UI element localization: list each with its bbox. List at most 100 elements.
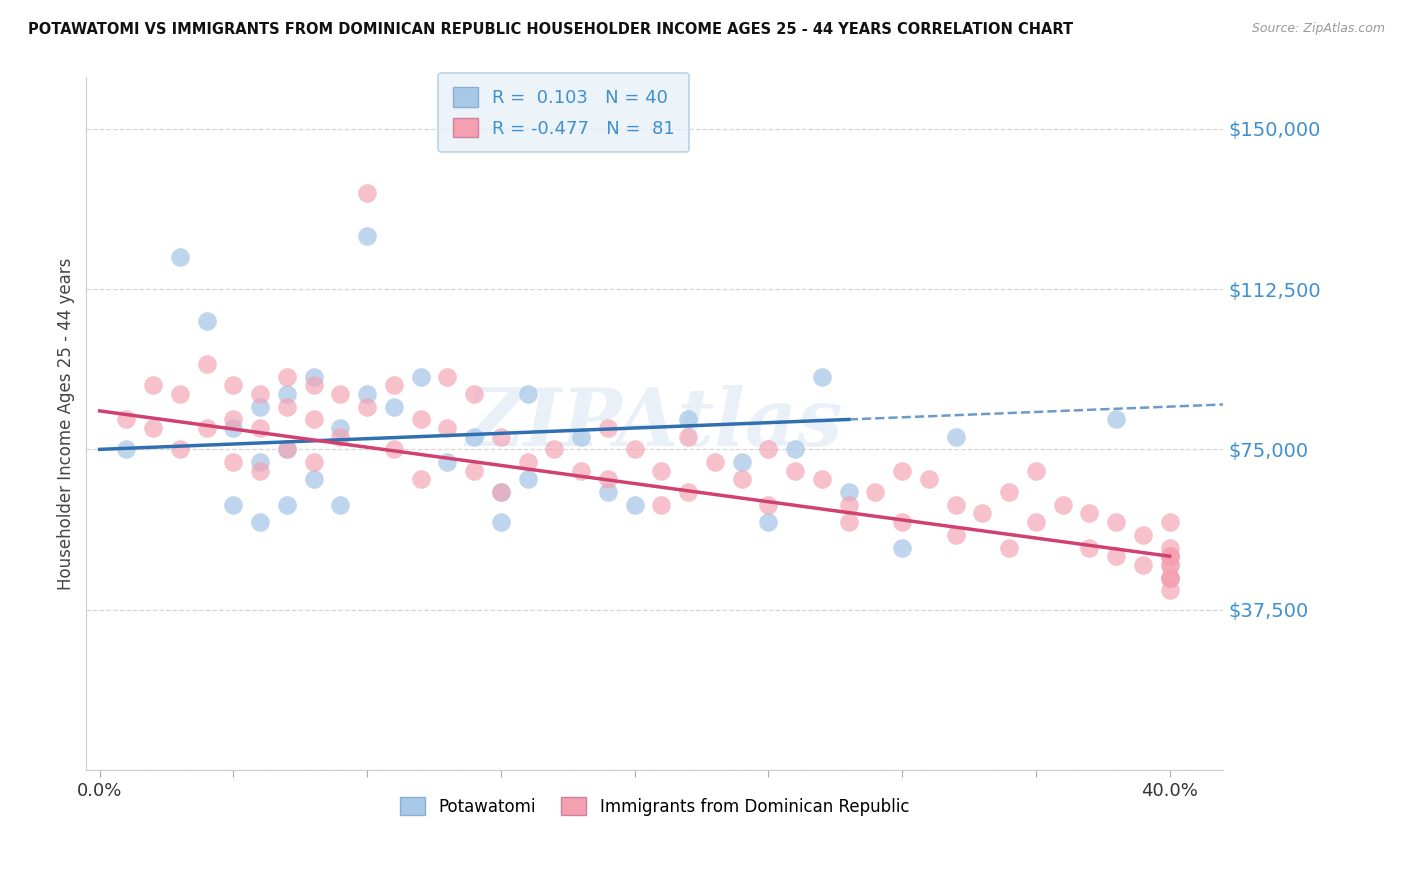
Point <box>998 541 1021 555</box>
Point <box>115 412 138 426</box>
Point <box>1159 541 1181 555</box>
Point <box>302 412 325 426</box>
Point <box>1159 571 1181 585</box>
Point <box>569 464 592 478</box>
Point <box>1105 515 1128 529</box>
Point <box>891 515 914 529</box>
Point <box>865 485 887 500</box>
Point <box>356 386 378 401</box>
Point <box>249 464 271 478</box>
Point <box>945 498 967 512</box>
Point <box>249 400 271 414</box>
Point <box>543 442 565 457</box>
Point <box>489 429 512 443</box>
Point <box>302 369 325 384</box>
Point <box>758 442 780 457</box>
Point <box>918 472 941 486</box>
Point <box>249 386 271 401</box>
Point <box>998 485 1021 500</box>
Point <box>489 515 512 529</box>
Point <box>1159 571 1181 585</box>
Point <box>516 472 538 486</box>
Point <box>115 442 138 457</box>
Point <box>731 472 754 486</box>
Point <box>891 464 914 478</box>
Point <box>731 455 754 469</box>
Point <box>811 472 834 486</box>
Point <box>676 429 699 443</box>
Point <box>1159 549 1181 564</box>
Legend: Potawatomi, Immigrants from Dominican Republic: Potawatomi, Immigrants from Dominican Re… <box>392 789 918 824</box>
Point <box>276 442 298 457</box>
Point <box>489 485 512 500</box>
Point <box>838 498 860 512</box>
Point <box>169 250 191 264</box>
Point <box>169 442 191 457</box>
Point <box>676 485 699 500</box>
Point <box>195 357 218 371</box>
Point <box>703 455 725 469</box>
Point <box>596 472 619 486</box>
Point <box>195 314 218 328</box>
Point <box>329 429 352 443</box>
Point <box>1078 541 1101 555</box>
Point <box>516 455 538 469</box>
Point <box>1159 558 1181 572</box>
Point <box>436 421 458 435</box>
Point <box>195 421 218 435</box>
Point <box>1159 558 1181 572</box>
Point <box>329 498 352 512</box>
Point <box>222 412 245 426</box>
Point <box>276 400 298 414</box>
Point <box>650 464 672 478</box>
Point <box>222 455 245 469</box>
Point <box>785 442 807 457</box>
Point <box>409 369 432 384</box>
Point <box>169 386 191 401</box>
Point <box>1025 515 1047 529</box>
Point <box>302 455 325 469</box>
Point <box>945 528 967 542</box>
Point <box>463 386 485 401</box>
Point <box>569 429 592 443</box>
Point <box>1052 498 1074 512</box>
Point <box>1132 558 1154 572</box>
Point <box>222 378 245 392</box>
Point <box>276 369 298 384</box>
Point <box>1105 412 1128 426</box>
Y-axis label: Householder Income Ages 25 - 44 years: Householder Income Ages 25 - 44 years <box>58 258 75 590</box>
Point <box>811 369 834 384</box>
Text: Source: ZipAtlas.com: Source: ZipAtlas.com <box>1251 22 1385 36</box>
Point <box>1159 571 1181 585</box>
Point <box>596 421 619 435</box>
Point <box>142 378 165 392</box>
Point <box>463 464 485 478</box>
Point <box>1159 583 1181 598</box>
Point <box>356 186 378 200</box>
Point <box>891 541 914 555</box>
Point <box>758 498 780 512</box>
Point <box>329 386 352 401</box>
Point <box>1159 549 1181 564</box>
Point <box>249 515 271 529</box>
Point <box>838 515 860 529</box>
Point <box>302 378 325 392</box>
Point <box>436 369 458 384</box>
Point <box>785 464 807 478</box>
Point <box>1159 549 1181 564</box>
Point <box>356 400 378 414</box>
Point <box>302 472 325 486</box>
Point <box>1078 507 1101 521</box>
Point <box>1025 464 1047 478</box>
Point <box>1159 515 1181 529</box>
Point <box>650 498 672 512</box>
Text: POTAWATOMI VS IMMIGRANTS FROM DOMINICAN REPUBLIC HOUSEHOLDER INCOME AGES 25 - 44: POTAWATOMI VS IMMIGRANTS FROM DOMINICAN … <box>28 22 1073 37</box>
Point <box>409 412 432 426</box>
Point <box>222 421 245 435</box>
Point <box>382 378 405 392</box>
Point <box>249 455 271 469</box>
Point <box>142 421 165 435</box>
Text: ZIPAtlas: ZIPAtlas <box>465 385 844 462</box>
Point <box>463 429 485 443</box>
Point <box>758 515 780 529</box>
